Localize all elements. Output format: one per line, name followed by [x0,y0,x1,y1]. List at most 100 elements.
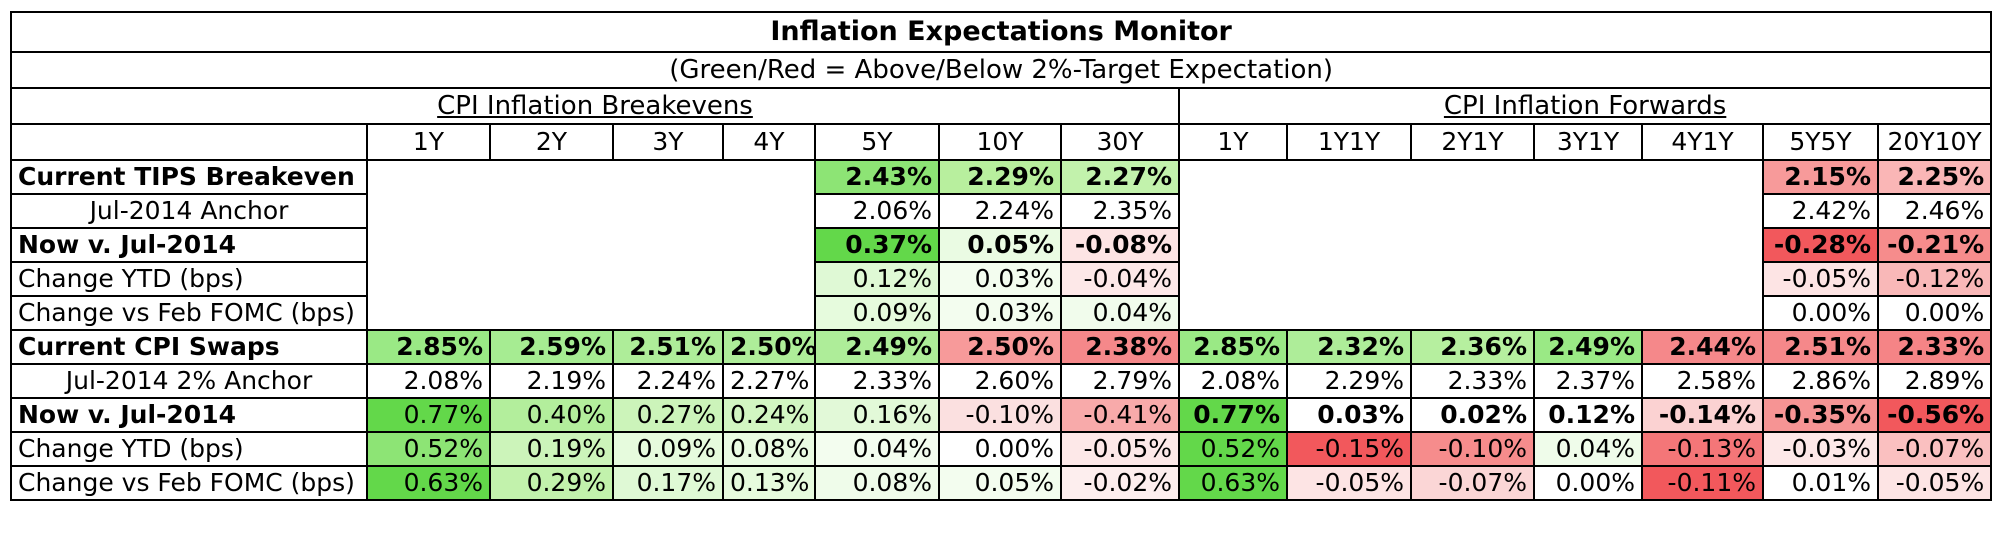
row-label: Change YTD (bps) [10,431,368,467]
row-label: Jul-2014 Anchor [10,193,368,229]
empty-cell [1411,228,1534,262]
tenor-header: 4Y [722,123,816,161]
value-cell: 0.77% [1178,397,1288,433]
empty-cell [1287,160,1411,194]
value-cell: 0.00% [938,431,1062,467]
table-row: Change YTD (bps) 0.52% 0.19% 0.09% 0.08% 0.04… [10,431,1993,467]
group-header-breakevens-label: CPI Inflation Breakevens [437,91,753,121]
empty-cell [723,194,816,228]
empty-cell [490,296,613,330]
value-cell: 0.63% [366,465,491,501]
value-cell: 2.60% [938,363,1062,399]
group-header-forwards: CPI Inflation Forwards [1177,87,1993,125]
value-cell: 2.37% [1533,363,1643,399]
empty-cell [1534,296,1642,330]
value-cell: 0.77% [366,397,491,433]
row-label: Change YTD (bps) [10,261,368,297]
value-cell: 0.03% [1286,397,1412,433]
empty-cell [1411,262,1534,296]
value-cell: -0.41% [1060,397,1180,433]
value-cell: 2.58% [1641,363,1764,399]
empty-cell [723,228,816,262]
table-row: Change YTD (bps) 0.12% 0.03% -0.04% -0.05% -0… [10,261,1993,297]
value-cell: 2.49% [814,329,940,365]
row-label: Jul-2014 2% Anchor [10,363,368,399]
value-cell: -0.15% [1286,431,1412,467]
value-cell: 2.89% [1876,363,1993,399]
group-header-breakevens: CPI Inflation Breakevens [10,87,1180,125]
empty-cell [1179,296,1287,330]
empty-cell [1287,296,1411,330]
value-cell: -0.02% [1060,465,1180,501]
tenor-header: 1Y [366,123,491,161]
empty-cell [613,194,723,228]
value-cell: 2.35% [1060,193,1180,229]
empty-cell [613,262,723,296]
empty-cell [1287,194,1411,228]
table-row: Change vs Feb FOMC (bps) 0.09% 0.03% 0.04% 0… [10,295,1993,331]
value-cell: 0.29% [489,465,614,501]
value-cell: 0.13% [722,465,816,501]
table-row: Now v. Jul-2014 0.77% 0.40% 0.27% 0.24% 0.16%… [10,397,1993,433]
empty-cell [490,228,613,262]
value-cell: 0.27% [612,397,724,433]
empty-cell [1179,194,1287,228]
tenor-header: 3Y [612,123,724,161]
value-cell: -0.05% [1876,465,1993,501]
value-cell: 2.15% [1762,159,1879,195]
value-cell: 0.05% [938,465,1062,501]
empty-cell [1179,262,1287,296]
empty-cell [723,160,816,194]
value-cell: 0.00% [1533,465,1643,501]
value-cell: 0.03% [938,295,1062,331]
value-cell: -0.14% [1641,397,1764,433]
empty-cell [1642,296,1764,330]
value-cell: 0.17% [612,465,724,501]
value-cell: 0.09% [814,295,940,331]
tenor-header: 20Y10Y [1876,123,1993,161]
row-label: Now v. Jul-2014 [10,227,368,263]
value-cell: 0.01% [1762,465,1879,501]
empty-cell [613,228,723,262]
value-cell: 2.24% [612,363,724,399]
empty-cell [1642,194,1764,228]
value-cell: -0.04% [1060,261,1180,297]
value-cell: 0.03% [938,261,1062,297]
value-cell: 2.42% [1762,193,1879,229]
value-cell: 0.08% [722,431,816,467]
empty-cell [366,296,490,330]
value-cell: 0.16% [814,397,940,433]
tenor-header: 4Y1Y [1641,123,1764,161]
value-cell: 2.50% [938,329,1062,365]
empty-cell [1411,160,1534,194]
value-cell: 0.04% [1533,431,1643,467]
value-cell: -0.03% [1762,431,1879,467]
empty-cell [1642,228,1764,262]
empty-cell [1642,160,1764,194]
value-cell: 0.09% [612,431,724,467]
table-row: Current TIPS Breakeven 2.43% 2.29% 2.27% 2.1… [10,159,1993,195]
value-cell: 0.37% [814,227,940,263]
value-cell: 0.04% [814,431,940,467]
table-row: Current CPI Swaps 2.85% 2.59% 2.51% 2.50% 2.4… [10,329,1993,365]
row-label: Current CPI Swaps [10,329,368,365]
row-label: Current TIPS Breakeven [10,159,368,195]
value-cell: 2.27% [1060,159,1180,195]
value-cell: -0.56% [1876,397,1993,433]
empty-cell [1179,228,1287,262]
value-cell: 2.36% [1410,329,1535,365]
tenor-header: 1Y [1178,123,1288,161]
empty-cell [1411,194,1534,228]
empty-cell [613,160,723,194]
empty-cell [1642,262,1764,296]
value-cell: 2.33% [1410,363,1535,399]
value-cell: 0.00% [1762,295,1879,331]
value-cell: 2.85% [1178,329,1288,365]
value-cell: 2.33% [1876,329,1993,365]
empty-cell [1534,194,1642,228]
table-row: Change vs Feb FOMC (bps) 0.63% 0.29% 0.17% 0… [10,465,1993,501]
value-cell: 2.25% [1876,159,1993,195]
empty-cell [1287,262,1411,296]
value-cell: 2.29% [1286,363,1412,399]
value-cell: 2.08% [366,363,491,399]
